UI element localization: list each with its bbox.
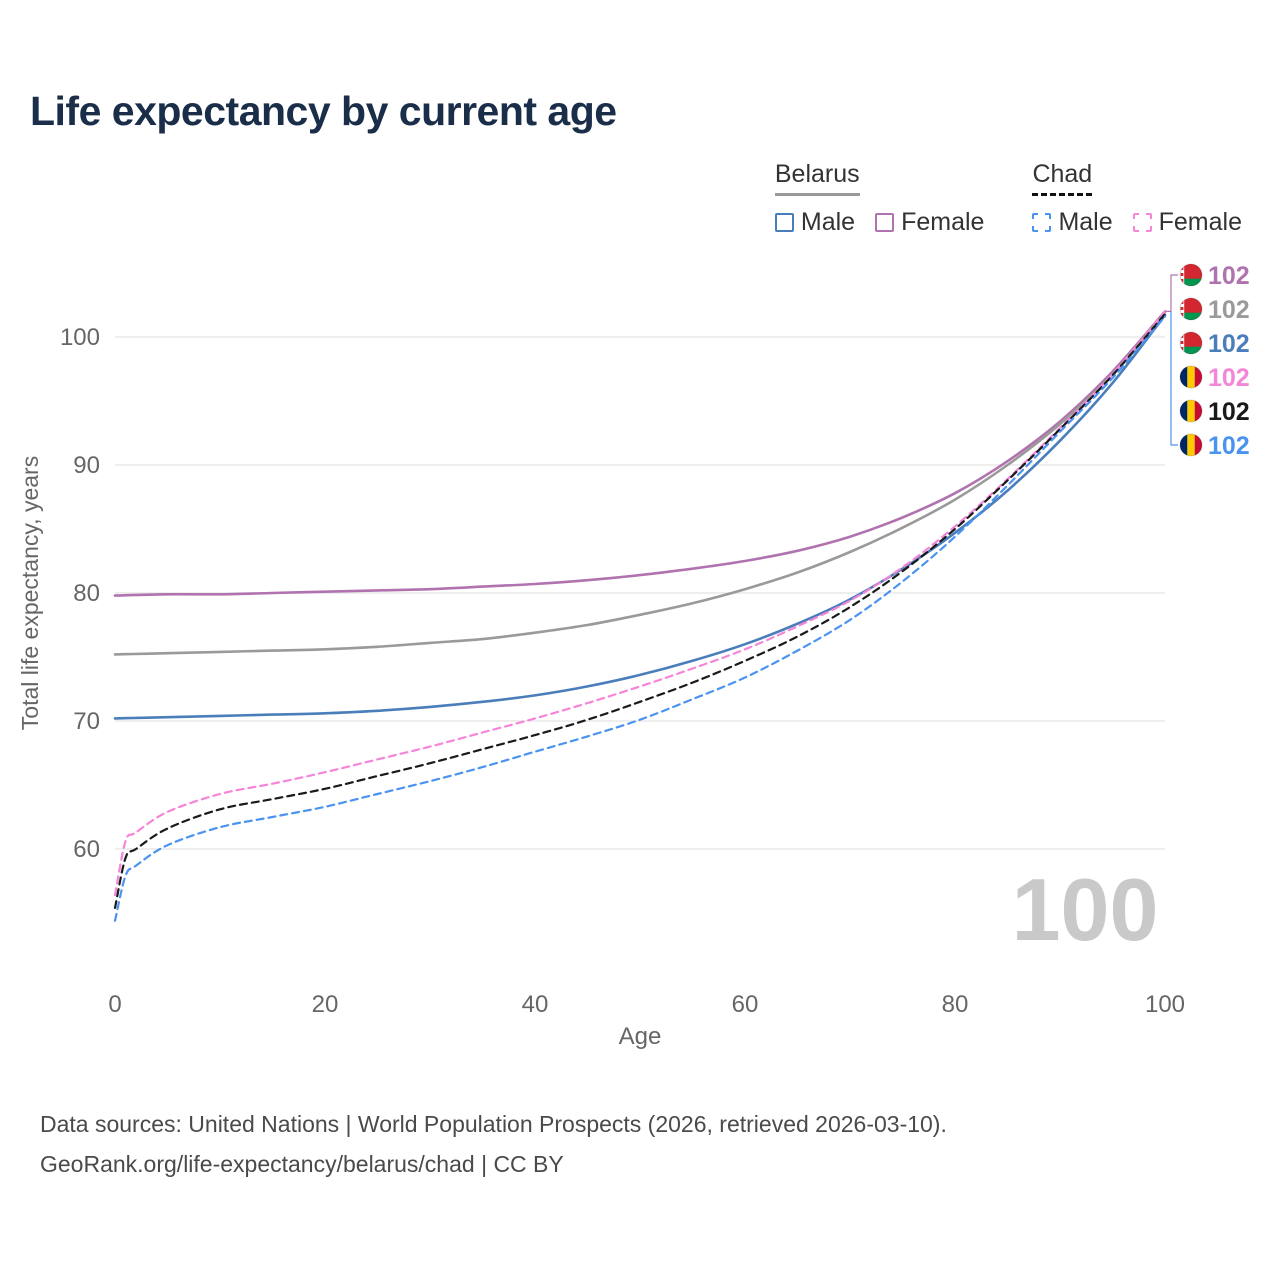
label-connector-bottom: [1170, 311, 1178, 446]
end-value-label-belarus-total: 102: [1208, 296, 1250, 324]
legend-group-chad: Chad Male Female: [1032, 160, 1242, 237]
end-value-label-chad-total: 102: [1208, 398, 1250, 426]
legend-label-chad-female: Female: [1158, 208, 1242, 236]
x-axis-title: Age: [619, 1023, 662, 1050]
belarus-flag-icon: [1179, 263, 1203, 287]
legend-group-belarus: Belarus Male Female: [774, 160, 984, 237]
label-connector-top: [1165, 274, 1178, 312]
footer-data-sources: Data sources: United Nations | World Pop…: [40, 1111, 947, 1137]
series-line-chad-total[interactable]: [113, 312, 1167, 909]
legend-label-belarus-male: Male: [800, 208, 856, 236]
belarus-flag-icon: [1179, 297, 1203, 321]
legend-item-chad-male[interactable]: Male: [1032, 208, 1113, 237]
footer: Data sources: United Nations | World Pop…: [40, 1104, 947, 1184]
legend-item-chad-female[interactable]: Female: [1132, 208, 1242, 237]
y-tick-label: 100: [60, 324, 100, 351]
end-value-label-belarus-female: 102: [1208, 262, 1250, 290]
end-value-label-chad-female: 102: [1208, 364, 1250, 392]
line-swatch-belarus-female-icon: [875, 213, 895, 232]
chad-flag-icon: [1179, 365, 1203, 389]
belarus-flag-icon: [1179, 331, 1203, 355]
series-line-chad-female[interactable]: [113, 310, 1167, 897]
y-tick-label: 90: [73, 452, 100, 479]
series-line-belarus-total[interactable]: [113, 311, 1167, 656]
x-tick-label: 20: [312, 991, 339, 1018]
end-value-label-belarus-male: 102: [1208, 330, 1250, 358]
series-line-chad-male[interactable]: [113, 315, 1167, 922]
footer-attribution: GeoRank.org/life-expectancy/belarus/chad…: [40, 1151, 564, 1177]
chad-flag-icon: [1179, 433, 1203, 457]
legend-item-belarus-male[interactable]: Male: [774, 208, 856, 237]
line-swatch-chad-male-icon: [1032, 213, 1052, 232]
x-tick-label: 100: [1145, 991, 1185, 1018]
y-tick-label: 60: [73, 836, 100, 863]
x-tick-label: 40: [522, 991, 549, 1018]
legend-country-belarus[interactable]: Belarus: [774, 160, 860, 196]
x-tick-label: 60: [732, 991, 759, 1018]
legend-row-belarus: Male Female: [774, 208, 984, 237]
y-tick-label: 70: [73, 708, 100, 735]
line-swatch-chad-female-icon: [1132, 213, 1152, 232]
age-counter-watermark: 100: [1012, 860, 1159, 959]
chad-flag-icon: [1179, 399, 1203, 423]
series-line-belarus-female[interactable]: [113, 310, 1167, 597]
series-line-belarus-male[interactable]: [113, 313, 1167, 720]
end-value-label-chad-male: 102: [1208, 432, 1250, 460]
legend-row-chad: Male Female: [1032, 208, 1242, 237]
line-swatch-belarus-male-icon: [774, 213, 794, 232]
legend: Belarus Male Female Chad Male: [774, 160, 1242, 237]
page-title: Life expectancy by current age: [30, 88, 617, 134]
legend-country-chad[interactable]: Chad: [1032, 160, 1093, 196]
life-expectancy-line-chart[interactable]: 60 70 80 90 100 0 20 40 60 80 100 Age Total life exp…: [0, 240, 1280, 1070]
x-tick-label: 80: [942, 991, 969, 1018]
legend-label-belarus-female: Female: [901, 208, 985, 236]
legend-item-belarus-female[interactable]: Female: [875, 208, 984, 237]
y-axis-title: Total life expectancy, years: [17, 456, 43, 730]
x-tick-label: 0: [108, 991, 121, 1018]
y-tick-label: 80: [73, 580, 100, 607]
legend-label-chad-male: Male: [1058, 208, 1113, 236]
